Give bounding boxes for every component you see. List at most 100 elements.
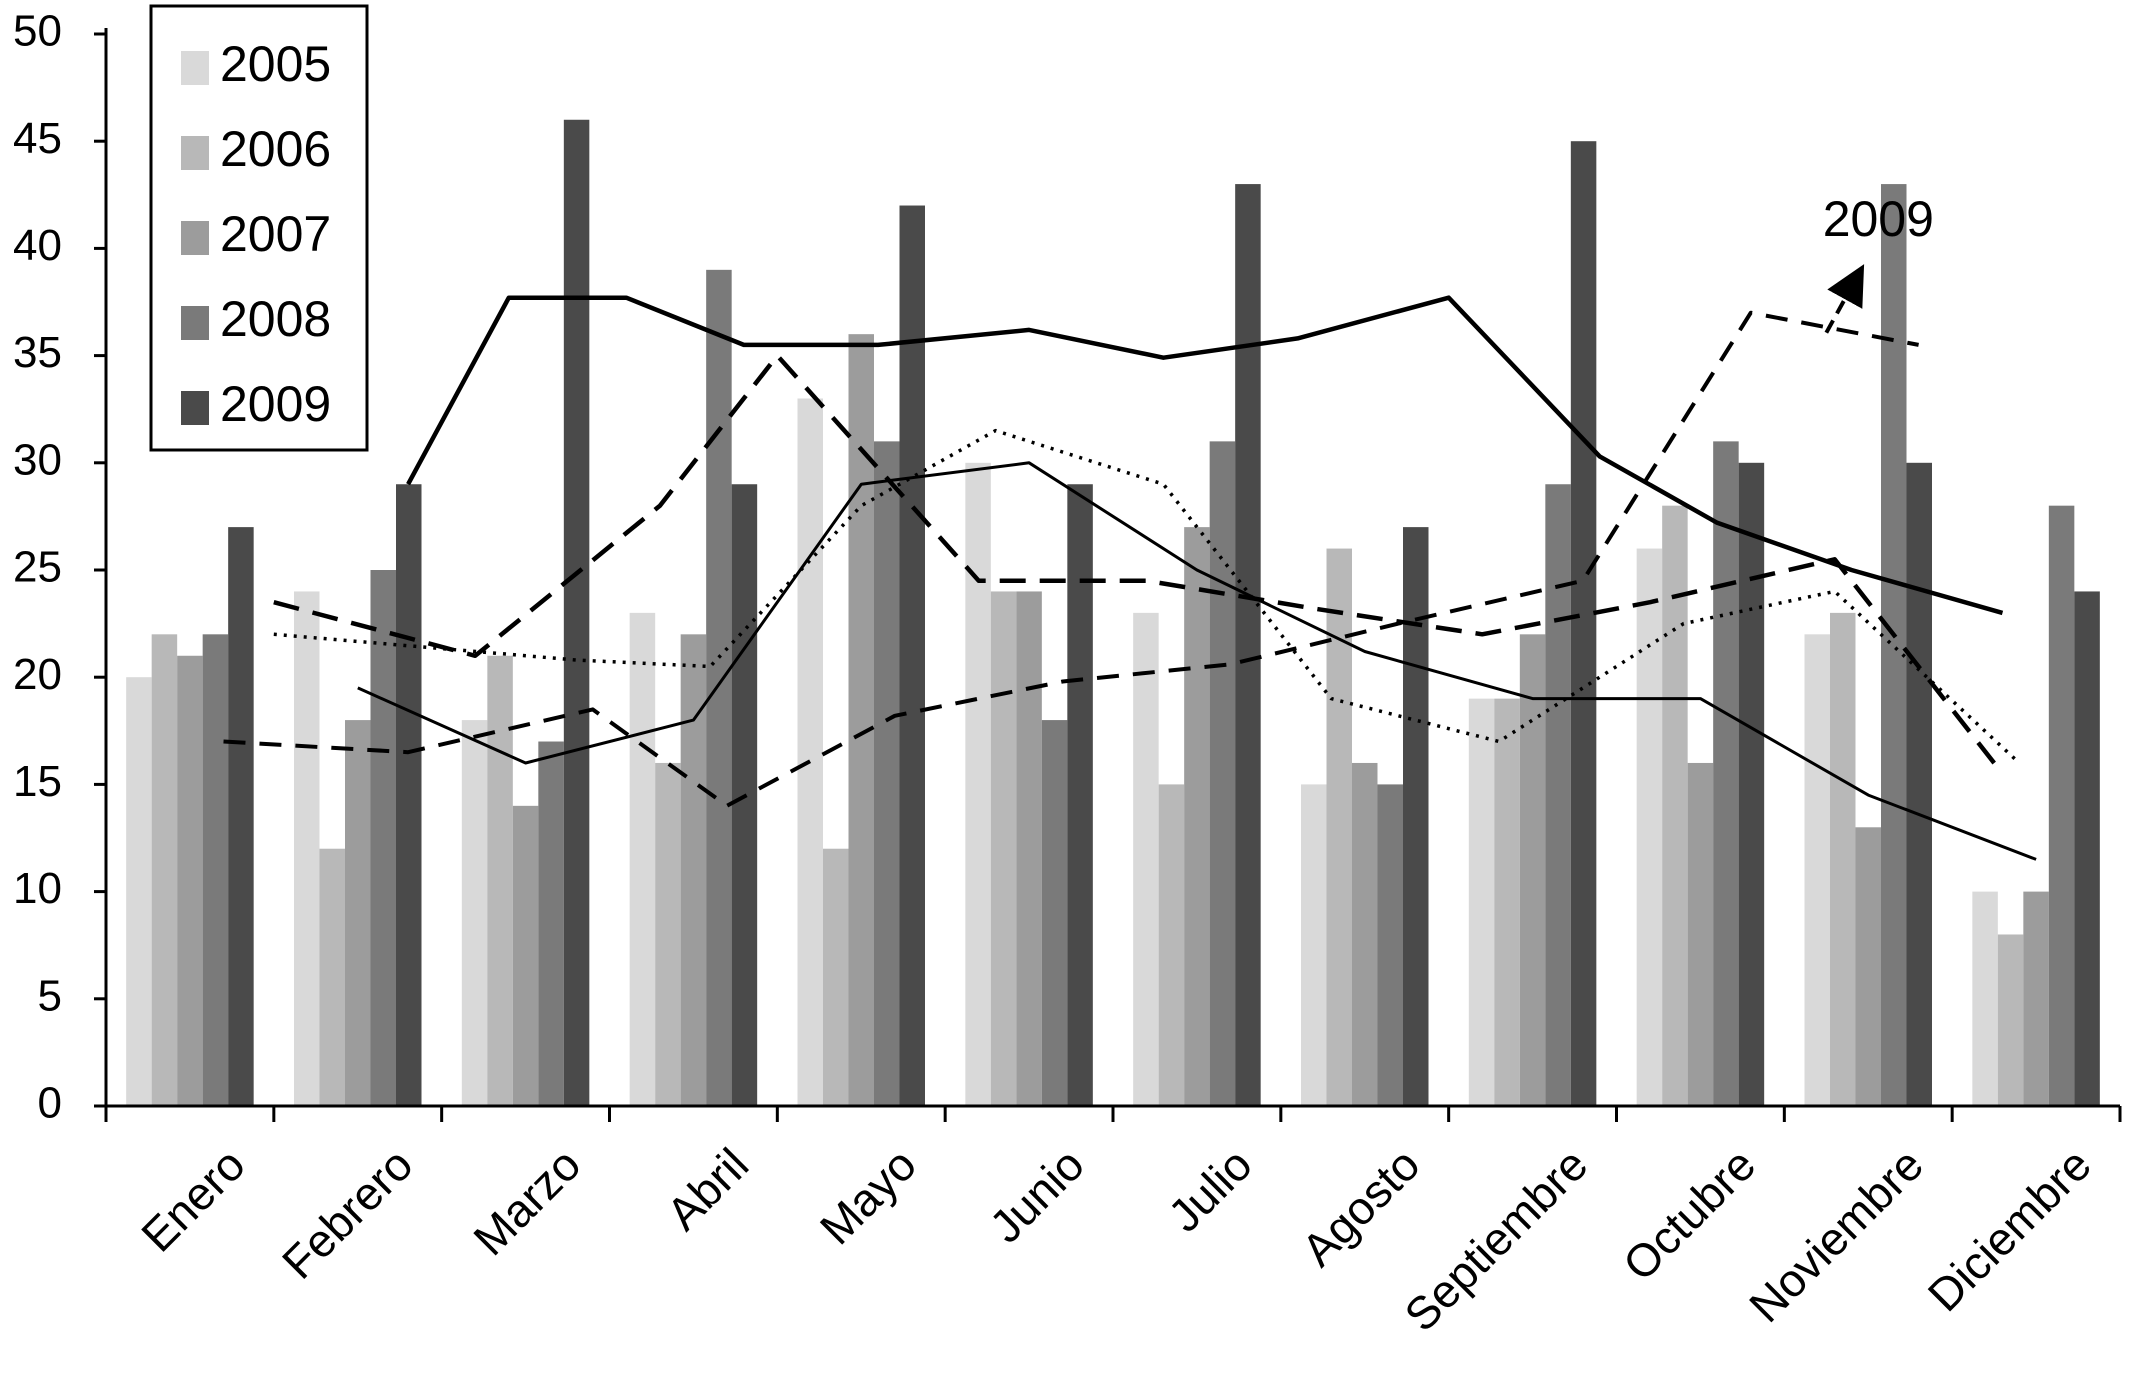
bar-2007-julio bbox=[1184, 527, 1210, 1106]
trend-line-2009 bbox=[406, 295, 2004, 616]
bar-2006-agosto bbox=[1326, 548, 1352, 1106]
bar-2008-mayo bbox=[874, 441, 900, 1106]
bar-2007-marzo bbox=[512, 805, 539, 1106]
legend-label-2007: 2007 bbox=[220, 206, 331, 262]
bar-2009-septiembre bbox=[1570, 141, 1597, 1106]
x-category-label: Mayo bbox=[810, 1138, 926, 1254]
x-category-label: Marzo bbox=[463, 1138, 590, 1265]
bar-2009-junio bbox=[1067, 484, 1093, 1106]
y-tick-label: 25 bbox=[13, 543, 62, 592]
bar-2009-marzo bbox=[563, 119, 590, 1106]
bar-2008-enero bbox=[202, 634, 229, 1106]
y-tick-label: 45 bbox=[13, 114, 62, 163]
bar-2008-octubre bbox=[1713, 441, 1739, 1106]
bar-2006-abril bbox=[655, 762, 681, 1106]
bar-2009-octubre bbox=[1738, 462, 1765, 1106]
trend-line-2007 bbox=[273, 353, 2005, 776]
bar-2007-mayo bbox=[848, 334, 874, 1106]
bar-2009-enero bbox=[228, 527, 254, 1106]
legend-swatch-2006 bbox=[181, 136, 209, 170]
bar-2006-enero bbox=[151, 634, 178, 1106]
legend-swatch-2005 bbox=[181, 51, 209, 85]
trend-line-2008 bbox=[223, 310, 1919, 808]
legend: 2005 2006 2007 2008 2009 bbox=[149, 4, 369, 452]
bar-2005-junio bbox=[965, 462, 991, 1106]
legend-swatch-2009 bbox=[181, 391, 209, 425]
bar-2005-marzo bbox=[461, 720, 488, 1106]
x-category-label: Febrero bbox=[272, 1138, 423, 1289]
bar-2006-diciembre bbox=[1997, 934, 2024, 1106]
y-tick-label: 30 bbox=[13, 435, 62, 484]
bar-2005-abril bbox=[629, 612, 656, 1106]
y-tick-label: 20 bbox=[13, 650, 62, 699]
legend-label-2009: 2009 bbox=[220, 376, 331, 432]
y-tick-label: 15 bbox=[13, 757, 62, 806]
bar-2009-diciembre bbox=[2074, 591, 2100, 1106]
bar-2006-marzo bbox=[487, 655, 513, 1106]
bar-2008-julio bbox=[1209, 441, 1236, 1106]
legend-label-2005: 2005 bbox=[220, 36, 331, 92]
y-tick-label: 0 bbox=[38, 1079, 62, 1128]
bar-2007-diciembre bbox=[2023, 891, 2049, 1106]
bar-2006-mayo bbox=[823, 848, 849, 1106]
bar-2005-diciembre bbox=[1972, 891, 1998, 1106]
bar-2007-febrero bbox=[345, 720, 371, 1106]
bar-2005-septiembre bbox=[1468, 698, 1495, 1106]
legend-label-2006: 2006 bbox=[220, 121, 331, 177]
x-category-label: Enero bbox=[131, 1138, 255, 1262]
bar-2008-febrero bbox=[370, 570, 396, 1106]
trend-line-2006 bbox=[273, 428, 2021, 765]
trend-lines-layer bbox=[223, 295, 2037, 861]
bar-2007-junio bbox=[1016, 591, 1042, 1106]
bar-2005-enero bbox=[126, 677, 152, 1106]
x-category-label: Julio bbox=[1158, 1138, 1262, 1242]
bar-2009-agosto bbox=[1403, 527, 1429, 1106]
legend-swatch-2007 bbox=[181, 221, 209, 255]
bar-2007-noviembre bbox=[1855, 827, 1881, 1106]
bar-2006-junio bbox=[990, 591, 1017, 1106]
legend-label-2008: 2008 bbox=[220, 291, 331, 347]
x-category-label: Agosto bbox=[1292, 1138, 1430, 1276]
bar-2006-febrero bbox=[319, 848, 345, 1106]
x-category-label: Octubre bbox=[1613, 1138, 1765, 1290]
y-tick-label: 5 bbox=[38, 971, 62, 1020]
y-tick-label: 35 bbox=[13, 328, 62, 377]
bar-2007-octubre bbox=[1687, 762, 1714, 1106]
bar-2009-febrero bbox=[396, 484, 422, 1106]
bar-2005-octubre bbox=[1636, 548, 1663, 1106]
x-category-label: Septiembre bbox=[1394, 1138, 1597, 1341]
bar-2006-julio bbox=[1158, 784, 1185, 1106]
y-tick-label: 50 bbox=[13, 7, 62, 56]
bar-2005-febrero bbox=[294, 591, 320, 1106]
bar-2007-enero bbox=[177, 655, 203, 1106]
bar-2009-julio bbox=[1235, 184, 1261, 1106]
y-tick-label: 40 bbox=[13, 221, 62, 270]
x-category-label: Junio bbox=[979, 1138, 1094, 1253]
annotation-layer: 2009 bbox=[1823, 191, 1934, 334]
x-category-label: Abril bbox=[656, 1138, 758, 1240]
bar-2007-abril bbox=[680, 634, 707, 1106]
bars-layer bbox=[126, 119, 2100, 1107]
bar-2008-agosto bbox=[1377, 784, 1403, 1106]
bar-2008-noviembre bbox=[1881, 184, 1907, 1106]
y-tick-label: 10 bbox=[13, 864, 62, 913]
bar-2008-junio bbox=[1041, 720, 1068, 1106]
legend-swatch-2008 bbox=[181, 306, 209, 340]
x-category-label: Noviembre bbox=[1739, 1138, 1933, 1332]
bar-2008-abril bbox=[706, 269, 732, 1107]
bar-2005-noviembre bbox=[1804, 634, 1830, 1106]
bar-2008-septiembre bbox=[1545, 484, 1571, 1106]
bar-2008-marzo bbox=[538, 741, 564, 1106]
x-category-label: Diciembre bbox=[1918, 1138, 2101, 1321]
trend-line-2005 bbox=[357, 461, 2037, 861]
bar-2009-mayo bbox=[899, 205, 925, 1106]
bar-2005-mayo bbox=[797, 398, 823, 1107]
bar-2006-noviembre bbox=[1830, 612, 1856, 1106]
annotation-label: 2009 bbox=[1823, 191, 1934, 247]
bar-2006-septiembre bbox=[1494, 698, 1520, 1106]
bar-2005-agosto bbox=[1301, 784, 1327, 1106]
bar-2009-noviembre bbox=[1906, 462, 1932, 1106]
bar-2007-agosto bbox=[1352, 762, 1378, 1106]
bar-2005-julio bbox=[1133, 612, 1159, 1106]
bar-2006-octubre bbox=[1662, 505, 1688, 1106]
